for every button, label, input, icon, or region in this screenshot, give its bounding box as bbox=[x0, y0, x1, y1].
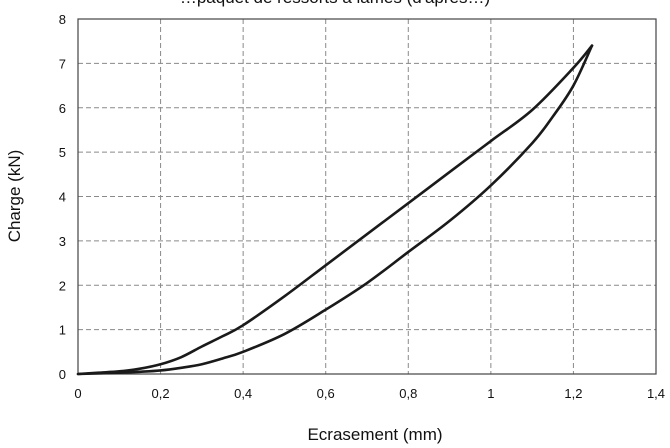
x-tick-label: 1,4 bbox=[647, 386, 665, 401]
y-tick-label: 6 bbox=[59, 101, 66, 116]
y-tick-label: 3 bbox=[59, 234, 66, 249]
x-tick-label: 0,8 bbox=[399, 386, 417, 401]
x-tick-label: 0,2 bbox=[152, 386, 170, 401]
x-tick-labels: 0 0,2 0,4 0,6 0,8 1 1,2 1,4 bbox=[74, 386, 665, 401]
y-tick-label: 0 bbox=[59, 367, 66, 382]
plot-frame bbox=[77, 18, 657, 375]
x-tick-label: 0,6 bbox=[317, 386, 335, 401]
loading-curve bbox=[76, 44, 594, 376]
y-tick-label: 7 bbox=[59, 56, 66, 71]
y-tick-label: 5 bbox=[59, 145, 66, 160]
y-tick-label: 4 bbox=[59, 190, 66, 205]
x-tick-label: 1 bbox=[487, 386, 494, 401]
unloading-curve bbox=[76, 44, 594, 376]
axes bbox=[77, 18, 657, 375]
x-tick-label: 0 bbox=[74, 386, 81, 401]
y-tick-label: 2 bbox=[59, 278, 66, 293]
chart-title: …paquet de ressorts à lames (d'après…) bbox=[0, 0, 670, 8]
series bbox=[76, 44, 594, 376]
y-tick-label: 1 bbox=[59, 323, 66, 338]
x-axis-label: Ecrasement (mm) bbox=[307, 425, 442, 444]
y-tick-labels: 0 1 2 3 4 5 6 7 8 bbox=[59, 12, 66, 382]
y-axis-label: Charge (kN) bbox=[5, 150, 24, 243]
x-tick-label: 1,2 bbox=[564, 386, 582, 401]
y-tick-label: 8 bbox=[59, 12, 66, 27]
x-tick-label: 0,4 bbox=[234, 386, 252, 401]
